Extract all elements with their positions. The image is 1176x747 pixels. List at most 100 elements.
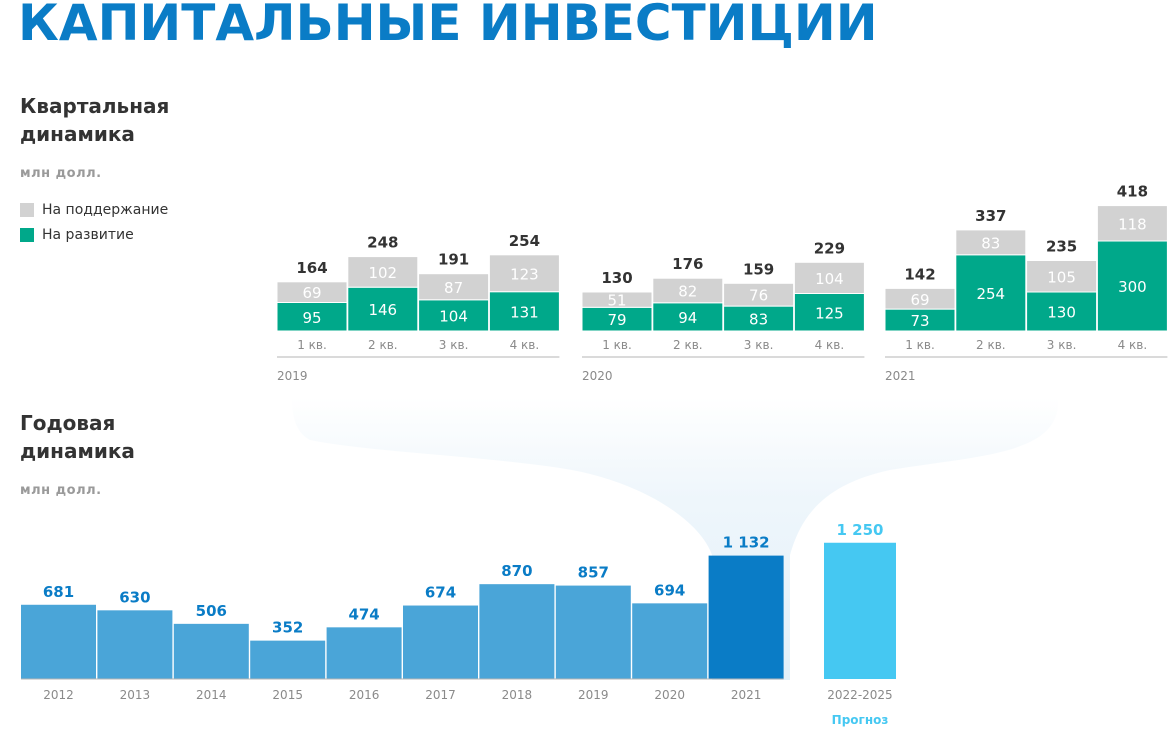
quarterly-title-line2: динамика — [20, 122, 135, 146]
value-label-2019: 857 — [578, 564, 609, 582]
bar-maintenance-2021-q3 — [1026, 260, 1098, 293]
bar-maintenance-2020-q2 — [652, 277, 724, 304]
legend-swatch-maintenance — [20, 203, 34, 217]
label-maintenance-2019-q2: 102 — [368, 264, 397, 282]
label-maintenance-2020-q1: 51 — [607, 292, 626, 310]
tick-2012: 2012 — [43, 688, 74, 702]
quarterly-chart: 95 69 164 1 кв. 146 102 248 2 кв. 104 87 191 3 кв. 1… — [276, 183, 1168, 383]
bar-maintenance-2020-q4 — [793, 261, 865, 294]
tick-2015: 2015 — [272, 688, 303, 702]
label-maintenance-2021-q1: 69 — [910, 291, 929, 309]
tick-2020: 2020 — [654, 688, 685, 702]
label-development-2020-q2: 94 — [678, 309, 697, 327]
label-development-2020-q1: 79 — [607, 311, 626, 329]
quarterly-unit: млн долл. — [20, 166, 102, 181]
value-label-2016: 474 — [348, 605, 379, 623]
legend-label-maintenance: На поддержание — [42, 202, 169, 218]
label-maintenance-2019-q3: 87 — [444, 279, 463, 297]
legend-item-maintenance: На поддержание — [20, 202, 168, 218]
label-total-2020-q1: 130 — [601, 269, 632, 287]
value-label-2013: 630 — [119, 588, 150, 606]
label-total-2019-q4: 254 — [509, 232, 540, 250]
legend-swatch-development — [20, 228, 34, 242]
tick-2017: 2017 — [425, 688, 456, 702]
bar-development-2019-q4 — [488, 291, 560, 332]
quarterly-title-line1: Квартальная — [20, 94, 170, 118]
label-total-2020-q4: 229 — [814, 239, 845, 257]
tick-2018: 2018 — [502, 688, 533, 702]
label-maintenance-2020-q3: 76 — [749, 287, 768, 305]
bar-maintenance-2020-q1 — [581, 291, 653, 308]
year-label-2019: 2019 — [277, 369, 308, 383]
tick-2020-q4: 4 кв. — [815, 338, 845, 352]
label-total-2019-q3: 191 — [438, 251, 469, 269]
label-maintenance-2021-q2: 83 — [981, 234, 1000, 252]
label-total-2019-q2: 248 — [367, 234, 398, 252]
tick-2019-q1: 1 кв. — [297, 338, 327, 352]
annual-title-line2: динамика — [20, 439, 135, 463]
label-development-2019-q2: 146 — [368, 301, 397, 319]
tick-2019-q2: 2 кв. — [368, 338, 398, 352]
tick-2020-q3: 3 кв. — [744, 338, 774, 352]
bar-maintenance-2019-q2 — [347, 256, 419, 288]
annual-title-line1: Годовая — [20, 411, 116, 435]
tick-2021-q3: 3 кв. — [1047, 338, 1077, 352]
tick-2014: 2014 — [196, 688, 227, 702]
bar-maintenance-2020-q3 — [723, 282, 795, 307]
label-development-2021-q4: 300 — [1118, 278, 1147, 296]
tick-2021-q2: 2 кв. — [976, 338, 1006, 352]
label-total-2021-q3: 235 — [1046, 238, 1077, 256]
year-label-2020: 2020 — [582, 369, 613, 383]
tick-2020-q2: 2 кв. — [673, 338, 703, 352]
annual-title: Годовая динамика — [20, 409, 135, 465]
bar-2017 — [403, 605, 478, 679]
bar-maintenance-2019-q4 — [488, 254, 560, 293]
tick-2013: 2013 — [120, 688, 151, 702]
forecast-label: Прогноз — [832, 713, 889, 727]
bar-2016 — [326, 627, 402, 679]
label-development-2021-q2: 254 — [976, 285, 1005, 303]
tick-2021-q1: 1 кв. — [905, 338, 935, 352]
value-label-2021: 1 132 — [723, 534, 770, 552]
bar-2012 — [21, 604, 96, 679]
bar-maintenance-2021-q4 — [1096, 205, 1168, 242]
bar-development-2020-q3 — [723, 305, 795, 332]
bar-maintenance-2019-q3 — [418, 273, 490, 301]
value-label-2017: 674 — [425, 584, 456, 602]
tick-2016: 2016 — [349, 688, 380, 702]
label-total-2019-q1: 164 — [296, 259, 327, 277]
value-label-forecast: 1 250 — [837, 521, 884, 539]
bar-2018 — [479, 584, 555, 679]
label-development-2020-q3: 83 — [749, 311, 768, 329]
bar-2013 — [97, 610, 173, 679]
value-label-2014: 506 — [196, 602, 227, 620]
label-development-2020-q4: 125 — [815, 304, 844, 322]
label-maintenance-2020-q2: 82 — [678, 283, 697, 301]
label-total-2020-q3: 159 — [743, 260, 774, 278]
label-development-2019-q1: 95 — [302, 309, 321, 327]
bar-development-2019-q1 — [276, 302, 348, 332]
value-label-2018: 870 — [501, 562, 532, 580]
page-title: КАПИТАЛЬНЫЕ ИНВЕСТИЦИИ — [18, 0, 878, 52]
label-development-2021-q3: 130 — [1047, 304, 1076, 322]
label-maintenance-2021-q3: 105 — [1047, 268, 1076, 286]
bar-forecast — [824, 542, 896, 679]
label-maintenance-2020-q4: 104 — [815, 270, 844, 288]
bar-maintenance-2021-q1 — [884, 287, 956, 310]
bar-2019 — [555, 585, 631, 679]
tick-forecast: 2022-2025 — [827, 688, 892, 702]
bar-development-2021-q3 — [1026, 291, 1098, 332]
value-label-2020: 694 — [654, 581, 685, 599]
label-development-2021-q1: 73 — [910, 312, 929, 330]
tick-2019-q3: 3 кв. — [439, 338, 469, 352]
bar-development-2019-q2 — [347, 286, 419, 332]
annual-unit: млн долл. — [20, 483, 102, 498]
legend-item-development: На развитие — [20, 227, 134, 243]
label-total-2021-q1: 142 — [904, 265, 935, 283]
value-label-2012: 681 — [43, 583, 74, 601]
label-maintenance-2019-q1: 69 — [302, 284, 321, 302]
tick-2021-q4: 4 кв. — [1118, 338, 1148, 352]
label-maintenance-2021-q4: 118 — [1118, 215, 1147, 233]
